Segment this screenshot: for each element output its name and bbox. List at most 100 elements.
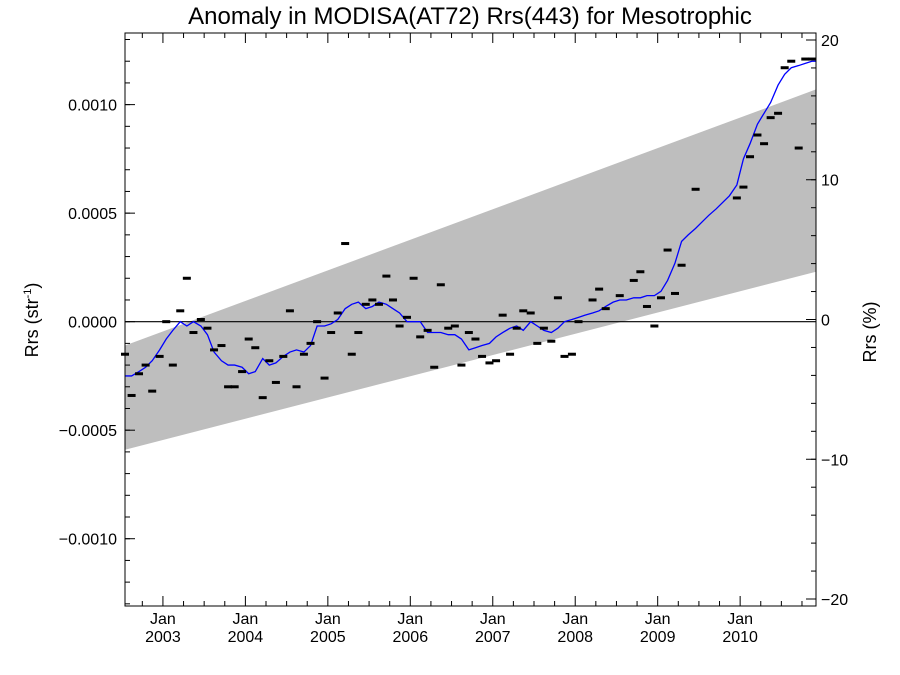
data-point [691, 187, 700, 191]
data-point [203, 326, 212, 330]
data-point [148, 389, 157, 393]
data-point [361, 302, 370, 306]
data-point [457, 363, 466, 367]
data-point [794, 146, 803, 150]
data-point [663, 248, 672, 252]
data-point [395, 324, 404, 328]
left-y-tick-label: 0.0010 [68, 98, 117, 115]
data-point [127, 393, 136, 397]
data-point [285, 309, 294, 313]
data-point [601, 307, 610, 311]
data-point [485, 361, 494, 365]
data-point [636, 270, 645, 274]
data-point [292, 385, 301, 389]
data-point [251, 346, 260, 350]
data-point [210, 348, 219, 352]
data-point [196, 318, 205, 321]
data-point [512, 326, 521, 330]
monthly-points [121, 57, 816, 400]
x-tick-month-label: Jan [232, 611, 258, 628]
data-point [526, 311, 535, 315]
data-point [230, 385, 239, 389]
data-point [560, 354, 569, 358]
data-point [168, 363, 177, 367]
x-tick-month-label: Jan [315, 611, 341, 628]
left-y-tick-label: −0.0005 [59, 423, 117, 440]
data-point [670, 291, 679, 295]
data-point [553, 296, 562, 300]
data-point [244, 337, 253, 341]
x-tick-year-label: 2008 [557, 629, 593, 646]
right-y-tick-label: 20 [821, 33, 839, 50]
left-y-axis-label: Rrs (str-1) [22, 283, 42, 358]
data-point [430, 365, 439, 369]
left-y-tick-label: 0.0000 [68, 315, 117, 332]
uncertainty-band [125, 89, 816, 450]
data-point [347, 352, 356, 356]
chart-title: Anomaly in MODISA(AT72) Rrs(443) for Mes… [188, 3, 752, 30]
x-tick-month-label: Jan [562, 611, 588, 628]
data-point [774, 111, 783, 115]
left-y-axis-label-close: ) [22, 283, 42, 289]
data-point [306, 341, 315, 345]
data-point [478, 354, 487, 358]
data-point [807, 57, 816, 61]
data-point [271, 380, 280, 384]
data-point [464, 331, 473, 335]
data-point [766, 116, 775, 120]
data-point [258, 396, 267, 400]
data-point [403, 315, 412, 319]
data-point [162, 320, 171, 324]
right-y-tick-label: −20 [821, 592, 848, 609]
data-point [224, 385, 233, 389]
data-point [313, 320, 322, 324]
data-point [320, 376, 329, 380]
data-point [506, 352, 515, 356]
x-tick-year-label: 2009 [640, 629, 676, 646]
data-point [547, 339, 556, 343]
data-point [642, 304, 651, 308]
data-point [423, 328, 432, 332]
right-y-axis-label: Rrs (%) [860, 302, 880, 363]
data-point [746, 155, 755, 159]
x-tick-month-label: Jan [150, 611, 176, 628]
data-point [677, 263, 686, 267]
data-point [176, 309, 185, 313]
data-point [574, 320, 583, 324]
data-point [732, 196, 741, 200]
data-point [416, 335, 425, 339]
data-point [341, 242, 350, 246]
data-point [588, 298, 597, 302]
data-point [739, 185, 748, 189]
data-point [780, 66, 789, 70]
left-y-tick-label: 0.0005 [68, 206, 117, 223]
data-point [498, 313, 507, 317]
data-point [539, 326, 548, 330]
right-y-tick-label: 0 [821, 313, 830, 330]
x-tick-year-label: 2004 [228, 629, 264, 646]
data-point [492, 359, 501, 363]
data-point [141, 363, 150, 367]
data-point [135, 372, 144, 376]
data-point [656, 296, 665, 300]
left-y-axis-label-text: Rrs (str [22, 298, 42, 357]
right-y-tick-label: 10 [821, 173, 839, 190]
data-point [471, 337, 480, 341]
data-point [217, 344, 226, 348]
data-point [615, 294, 624, 298]
x-tick-month-label: Jan [480, 611, 506, 628]
data-point [279, 354, 288, 358]
data-point [567, 352, 576, 356]
data-point [333, 311, 342, 315]
data-point [519, 309, 528, 313]
data-point [595, 287, 604, 291]
data-point [753, 133, 762, 137]
x-tick-month-label: Jan [727, 611, 753, 628]
data-point [155, 354, 164, 358]
x-tick-year-label: 2003 [145, 629, 181, 646]
right-y-axis: 20 10 0 −10 −20 [806, 33, 848, 609]
data-point [388, 298, 397, 302]
x-tick-month-label: Jan [645, 611, 671, 628]
data-point [444, 326, 453, 330]
left-y-axis-label-superscript: -1 [22, 289, 34, 299]
